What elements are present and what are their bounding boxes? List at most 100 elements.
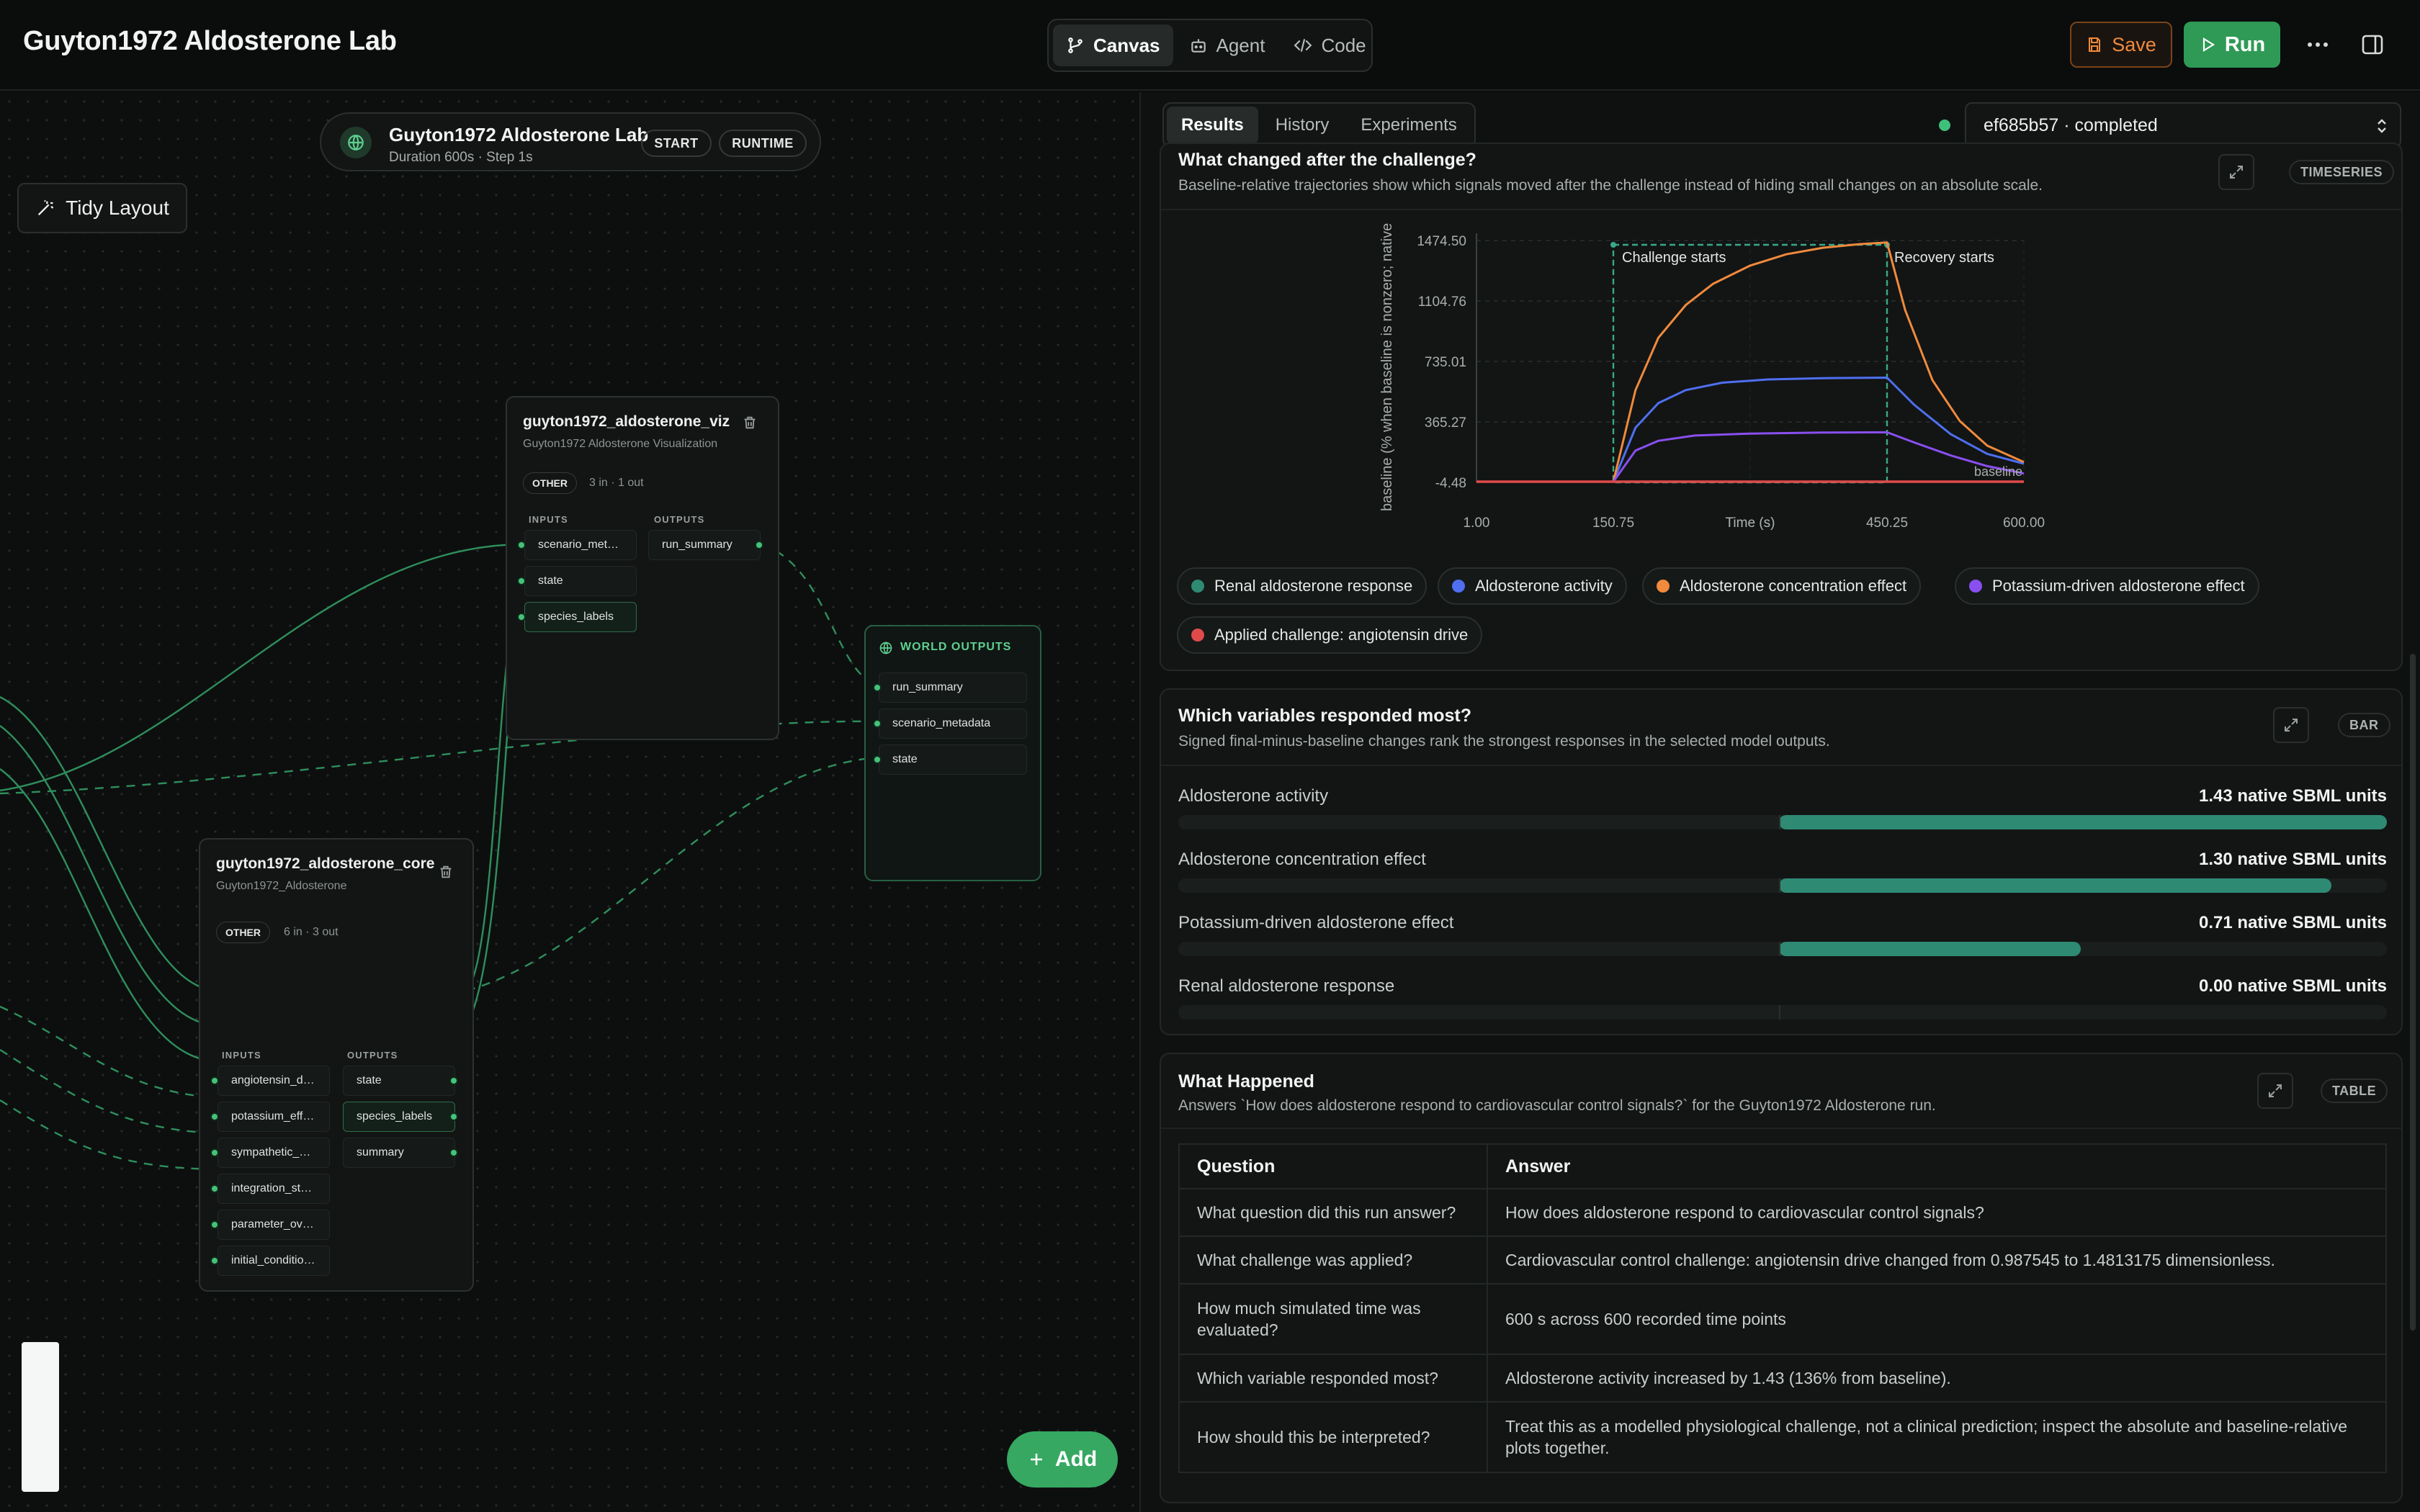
world-port-run-summary[interactable]: run_summary <box>879 672 1027 703</box>
tab-history[interactable]: History <box>1275 115 1330 135</box>
table-row: What question did this run answer? How d… <box>1178 1188 2387 1237</box>
expand-button[interactable] <box>2257 1073 2293 1109</box>
output-port-state[interactable]: state <box>343 1066 455 1096</box>
table-row: How much simulated time was evaluated? 6… <box>1178 1283 2387 1355</box>
workflow-canvas[interactable]: Guyton1972 Aldosterone Lab Duration 600s… <box>0 92 1139 1512</box>
world-port-scenario-metadata[interactable]: scenario_metadata <box>879 708 1027 739</box>
save-icon <box>2089 37 2101 52</box>
add-label: Add <box>1054 1447 1098 1471</box>
port-dot[interactable] <box>755 541 763 549</box>
branch-icon <box>1068 37 1083 53</box>
input-port-state[interactable]: state <box>524 566 637 596</box>
input-port-angiotensin-drive[interactable]: angiotensin_d… <box>218 1066 330 1096</box>
port-dot[interactable] <box>449 1076 458 1085</box>
card-type-badge: TABLE <box>2321 1079 2388 1103</box>
panel-divider[interactable] <box>1139 92 1141 1512</box>
plus-icon <box>1030 1454 1042 1465</box>
table-row: Which variable responded most? Aldostero… <box>1178 1354 2387 1403</box>
port-dot[interactable] <box>210 1076 219 1085</box>
tab-experiments[interactable]: Experiments <box>1361 115 1457 135</box>
tab-agent[interactable]: Agent <box>1176 24 1278 66</box>
input-port-parameter-overrides[interactable]: parameter_ov… <box>218 1210 330 1240</box>
legend-chip[interactable]: Renal aldosterone response <box>1177 567 1428 605</box>
node-aldosterone-core[interactable]: guyton1972_aldosterone_core Guyton1972_A… <box>199 838 474 1292</box>
connection-wires <box>0 543 879 1171</box>
trash-icon[interactable] <box>742 415 758 431</box>
node-subtitle: Guyton1972 Aldosterone Visualization <box>523 438 718 450</box>
port-dot[interactable] <box>449 1112 458 1121</box>
input-port-potassium-effect[interactable]: potassium_eff… <box>218 1102 330 1132</box>
port-dot[interactable] <box>873 719 882 728</box>
input-port-initial-conditions[interactable]: initial_conditio… <box>218 1246 330 1276</box>
question-cell: What question did this run answer? <box>1178 1188 1488 1237</box>
port-dot[interactable] <box>210 1256 219 1265</box>
legend-chip[interactable]: Potassium-driven aldosterone effect <box>1955 567 2259 605</box>
runtime-badge[interactable]: RUNTIME <box>719 130 807 157</box>
answer-cell: How does aldosterone respond to cardiova… <box>1487 1188 2387 1237</box>
tab-code[interactable]: Code <box>1281 24 1379 66</box>
legend-swatch <box>1191 580 1204 593</box>
port-dot[interactable] <box>517 613 526 621</box>
port-dot[interactable] <box>210 1220 219 1229</box>
legend-chip[interactable]: Aldosterone concentration effect <box>1642 567 1922 605</box>
answer-cell: Cardiovascular control challenge: angiot… <box>1487 1236 2387 1284</box>
tab-results[interactable]: Results <box>1167 107 1258 144</box>
node-aldosterone-viz[interactable]: guyton1972_aldosterone_viz Guyton1972 Al… <box>506 396 779 740</box>
canvas-zoom-controls[interactable] <box>22 1342 59 1492</box>
toggle-panel-button[interactable] <box>2355 27 2390 62</box>
ellipsis-icon <box>2308 42 2328 47</box>
output-port-species-labels[interactable]: species_labels <box>343 1102 455 1132</box>
port-dot[interactable] <box>517 541 526 549</box>
output-port-run-summary[interactable]: run_summary <box>648 530 761 560</box>
expand-button[interactable] <box>2218 154 2254 190</box>
x-tick-label: 150.75 <box>1592 516 1634 531</box>
tab-canvas[interactable]: Canvas <box>1053 24 1173 66</box>
expand-icon <box>2285 719 2298 732</box>
tidy-layout-label: Tidy Layout <box>66 197 169 219</box>
node-type-tag: OTHER <box>523 472 577 494</box>
port-dot[interactable] <box>873 755 882 764</box>
series-line <box>1476 241 2025 483</box>
x-axis-label: Time (s) <box>1726 516 1775 531</box>
table-row: How should this be interpreted? Treat th… <box>1178 1401 2387 1473</box>
input-port-species-labels[interactable]: species_labels <box>524 602 637 632</box>
question-cell: Which variable responded most? <box>1178 1354 1488 1403</box>
input-port-sympathetic[interactable]: sympathetic_… <box>218 1138 330 1168</box>
input-port-integration-settings[interactable]: integration_st… <box>218 1174 330 1204</box>
series-line <box>1476 377 2025 483</box>
tidy-layout-button[interactable]: Tidy Layout <box>17 183 187 233</box>
port-dot[interactable] <box>210 1184 219 1193</box>
run-button[interactable]: Run <box>2184 22 2280 68</box>
start-badge[interactable]: START <box>641 130 712 157</box>
card-title: Which variables responded most? <box>1178 706 1472 726</box>
legend-chip[interactable]: Applied challenge: angiotensin drive <box>1177 616 1483 654</box>
node-title: guyton1972_aldosterone_viz <box>523 413 730 430</box>
sidebar-icon <box>2362 35 2383 55</box>
port-dot[interactable] <box>210 1148 219 1157</box>
node-subtitle: Guyton1972_Aldosterone <box>216 880 347 892</box>
run-select[interactable]: ef685b57 · completed <box>1965 102 2401 148</box>
port-dot[interactable] <box>449 1148 458 1157</box>
port-dot[interactable] <box>517 577 526 585</box>
legend-chip[interactable]: Aldosterone activity <box>1438 567 1627 605</box>
timeseries-chart: 1474.50 1104.76 735.01 365.27 -4.48 1.00 150.7… <box>1379 223 2045 531</box>
add-node-button[interactable]: Add <box>1007 1431 1118 1488</box>
input-port-scenario-metadata[interactable]: scenario_met… <box>524 530 637 560</box>
expand-button[interactable] <box>2273 707 2309 743</box>
output-port-summary[interactable]: summary <box>343 1138 455 1168</box>
trash-icon[interactable] <box>438 864 454 880</box>
world-port-state[interactable]: state <box>879 744 1027 775</box>
run-status-dot <box>1939 120 1950 131</box>
port-dot[interactable] <box>873 683 882 692</box>
legend-label: Aldosterone activity <box>1475 577 1613 595</box>
more-options-button[interactable] <box>2300 27 2335 62</box>
save-button[interactable]: Save <box>2070 22 2172 68</box>
wire <box>0 1099 217 1171</box>
panel-scrollbar[interactable] <box>2410 654 2416 1331</box>
world-outputs-node[interactable]: WORLD OUTPUTS run_summary scenario_metad… <box>864 625 1041 881</box>
port-dot[interactable] <box>210 1112 219 1121</box>
run-label: Run <box>2224 32 2266 56</box>
run-select-value: ef685b57 · completed <box>1984 114 2158 135</box>
workflow-meta: Duration 600s · Step 1s <box>389 150 533 165</box>
legend-swatch <box>1191 629 1204 642</box>
